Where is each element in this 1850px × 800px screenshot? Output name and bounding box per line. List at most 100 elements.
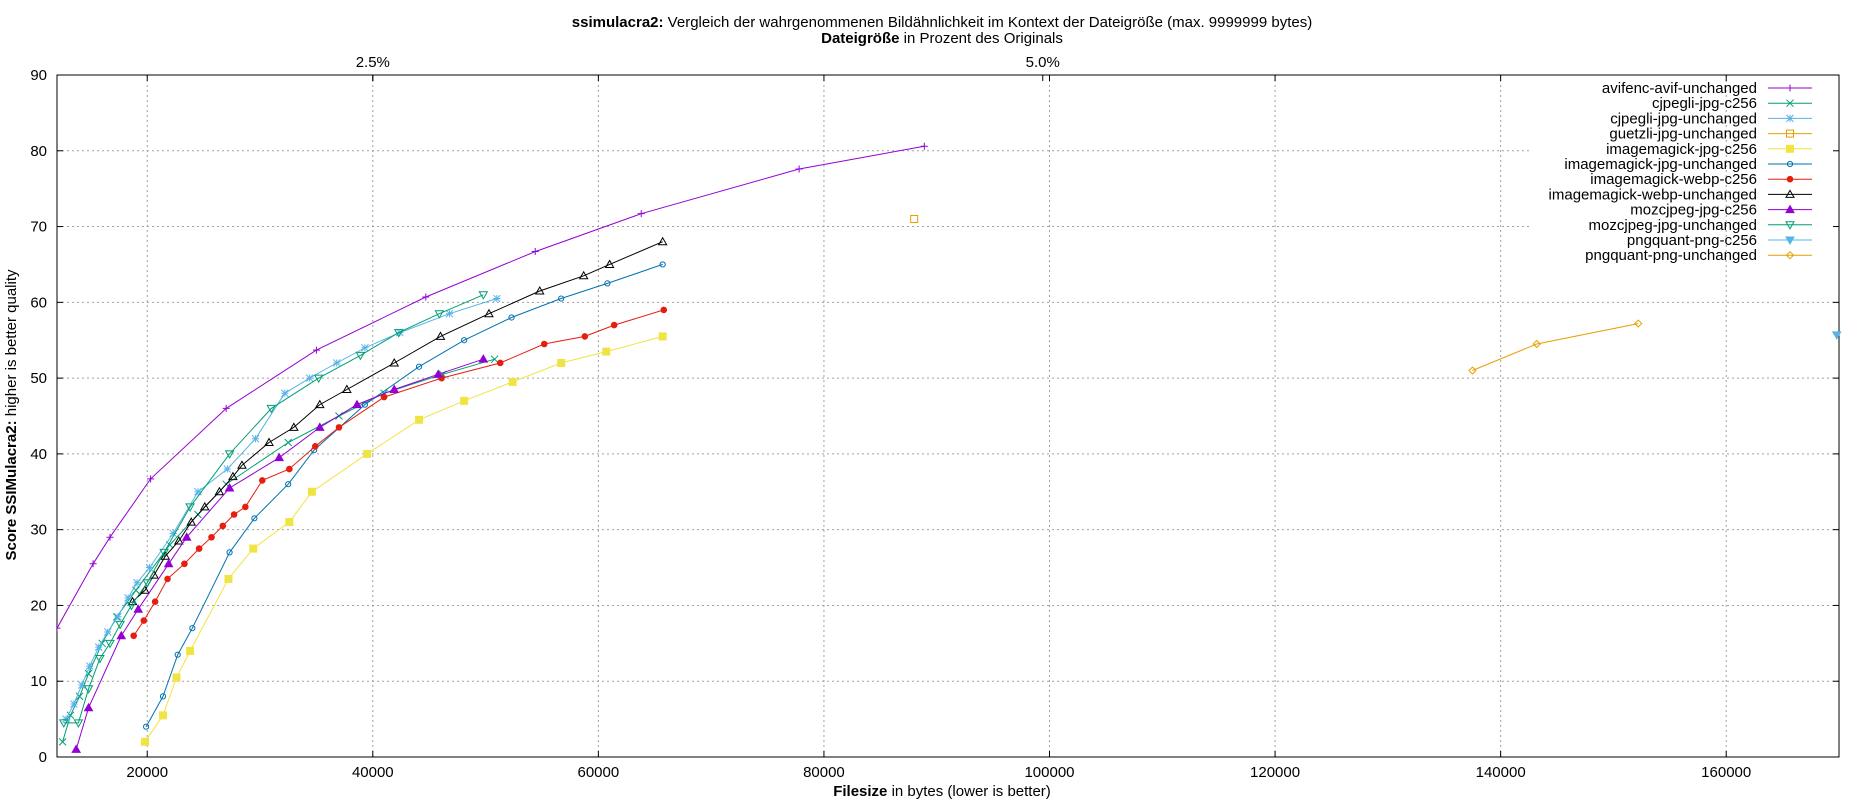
data-point: [174, 651, 181, 658]
data-point: [604, 280, 611, 287]
legend-label: cjpegli-jpg-c256: [1652, 95, 1757, 112]
data-point: [1634, 319, 1643, 328]
data-point: [484, 308, 494, 318]
data-point: [389, 357, 400, 367]
data-point: [186, 517, 197, 526]
data-point: [77, 681, 86, 689]
data-point: [534, 285, 545, 295]
y-tick-label: 30: [30, 522, 47, 539]
legend-label: imagemagick-jpg-c256: [1606, 141, 1757, 158]
series-mozcjpeg-jpg-c256: [71, 354, 489, 753]
data-point: [435, 331, 446, 340]
data-point: [85, 662, 94, 670]
series-pngquant-png-c256: [1831, 331, 1842, 340]
data-point: [361, 401, 369, 408]
data-point: [313, 374, 324, 384]
x-tick-label: 60000: [578, 764, 620, 781]
data-point: [124, 594, 132, 602]
data-point: [116, 630, 127, 640]
series-line: [57, 145, 925, 629]
data-point: [284, 438, 293, 447]
data-point: [172, 673, 181, 682]
data-point: [311, 443, 319, 450]
series-line: [62, 358, 495, 742]
data-point: [195, 545, 203, 552]
x-tick-label: 120000: [1250, 764, 1300, 781]
data-point: [657, 236, 668, 246]
data-point: [396, 328, 404, 337]
data-point: [224, 574, 233, 583]
legend-label: cjpegli-jpg-unchanged: [1610, 110, 1757, 127]
data-point: [604, 259, 615, 268]
data-point: [335, 424, 343, 431]
data-point: [540, 340, 548, 348]
data-point: [230, 511, 238, 518]
data-point: [393, 329, 404, 338]
legend-label: imagemagick-webp-c256: [1590, 171, 1757, 188]
data-point: [57, 624, 61, 632]
y-tick-label: 90: [30, 67, 47, 84]
legend-marker: [1786, 84, 1794, 92]
data-point: [222, 404, 230, 412]
plot-border: [56, 74, 1840, 758]
data-point: [581, 333, 589, 340]
x-tick-label: 140000: [1476, 764, 1526, 781]
legend-marker: [1786, 144, 1794, 153]
data-point: [659, 261, 666, 268]
series-line: [1472, 323, 1639, 371]
data-point: [199, 501, 210, 511]
data-point: [433, 369, 444, 378]
data-point: [164, 575, 171, 583]
data-point: [103, 628, 112, 636]
data-point: [286, 465, 293, 473]
data-point: [920, 142, 928, 150]
data-point: [490, 355, 499, 364]
data-point: [478, 354, 489, 363]
data-point: [363, 449, 372, 458]
x-axis-title: Filesize in bytes (lower is better): [833, 783, 1051, 800]
data-point: [355, 351, 366, 361]
y-axis-title: Score SSIMulacra2: higher is better qual…: [3, 269, 20, 560]
data-point: [557, 358, 566, 367]
series-cjpegli-jpg-unchanged: [62, 294, 501, 723]
data-point: [610, 321, 618, 329]
data-point: [305, 374, 314, 382]
data-point: [226, 549, 233, 556]
data-point: [186, 646, 195, 655]
chart-title: ssimulacra2: Vergleich der wahrgenommene…: [572, 14, 1312, 31]
data-point: [1532, 339, 1541, 349]
data-point: [224, 450, 235, 459]
legend-label: mozcjpeg-jpg-unchanged: [1589, 217, 1757, 234]
data-point: [558, 295, 565, 302]
data-point: [159, 548, 170, 558]
x-tick-label: 160000: [1701, 764, 1751, 781]
legend-label: pngquant-png-unchanged: [1585, 247, 1757, 264]
y-tick-label: 20: [30, 597, 47, 614]
y-tick-label: 60: [30, 294, 47, 311]
data-point: [578, 270, 589, 280]
data-point: [106, 533, 114, 541]
grid: [57, 75, 1839, 757]
data-point: [73, 719, 84, 728]
series-line: [65, 298, 498, 720]
series-imagemagick-jpg-unchanged: [143, 261, 666, 730]
series-layer: [57, 142, 1842, 753]
data-point: [352, 399, 362, 409]
data-point: [75, 692, 84, 701]
data-point: [228, 471, 238, 481]
data-point: [508, 314, 515, 321]
legend-marker: [1786, 129, 1794, 138]
y-tick-label: 50: [30, 370, 47, 387]
data-point: [159, 711, 168, 720]
x-tick-label: 100000: [1024, 764, 1074, 781]
data-point: [58, 737, 67, 746]
data-point: [795, 165, 803, 173]
legend-label: imagemagick-webp-unchanged: [1549, 186, 1757, 203]
data-point: [461, 337, 468, 344]
data-point: [415, 415, 424, 424]
data-point: [460, 396, 469, 405]
series-imagemagick-webp-unchanged: [127, 236, 668, 606]
data-point: [264, 437, 274, 447]
data-point: [147, 475, 155, 483]
